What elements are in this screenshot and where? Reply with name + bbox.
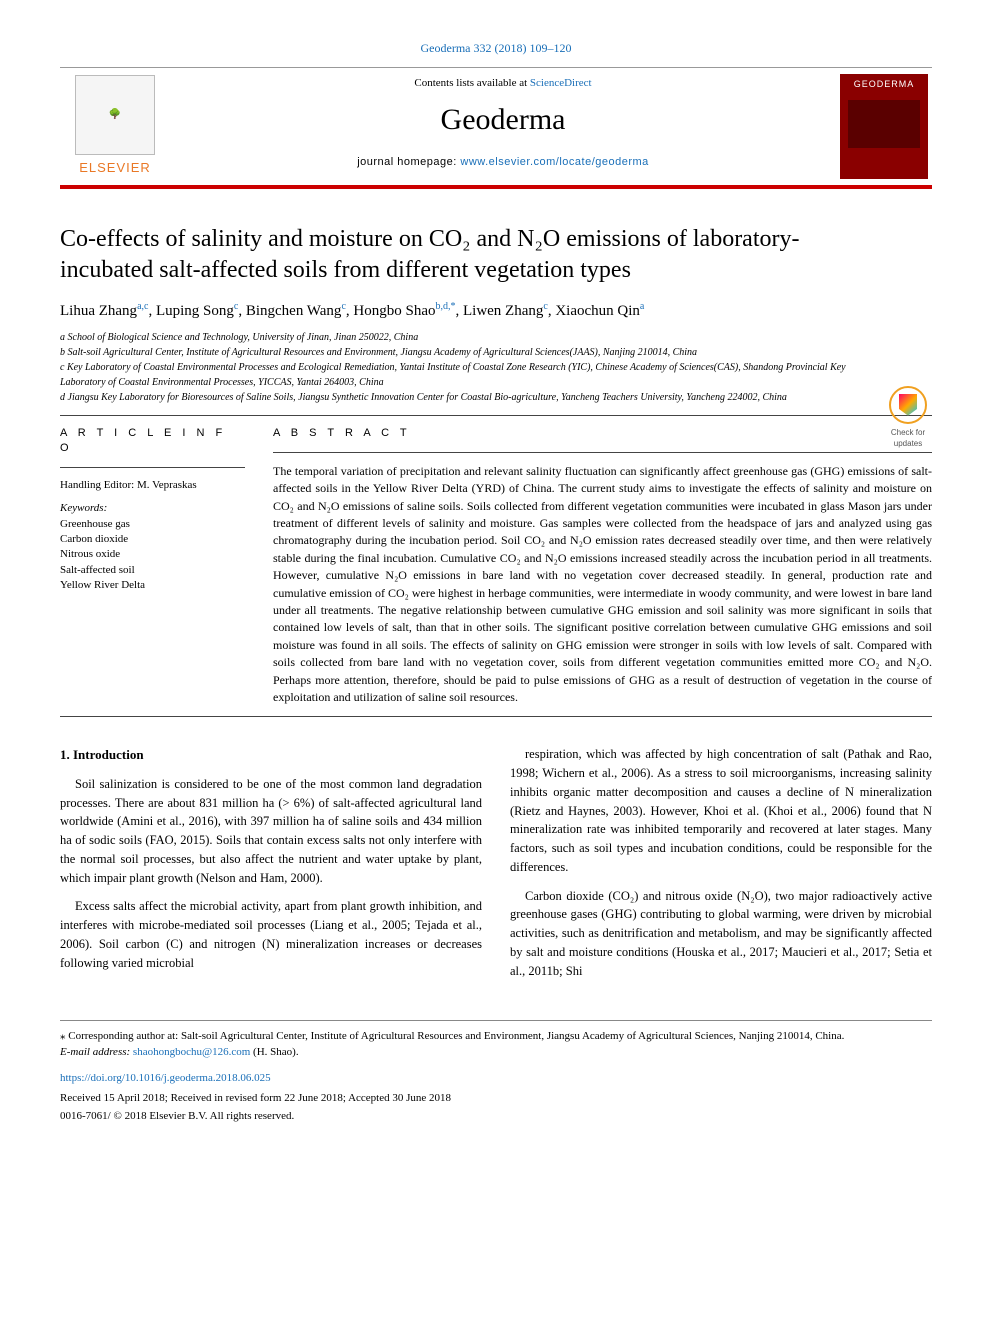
contents-line: Contents lists available at ScienceDirec… [170,76,836,91]
publisher-logo-block: 🌳 ELSEVIER [60,68,170,185]
journal-ref-link[interactable]: Geoderma 332 (2018) 109–120 [421,41,572,55]
journal-header: 🌳 ELSEVIER Contents lists available at S… [60,67,932,189]
section-heading: 1. Introduction [60,745,482,765]
body-paragraph: Soil salinization is considered to be on… [60,775,482,888]
body-paragraph: Carbon dioxide (CO₂) and nitrous oxide (… [510,887,932,981]
email-link[interactable]: shaohongbochu@126.com [133,1046,250,1058]
cover-title: GEODERMA [854,78,915,91]
section-title: Introduction [73,747,144,762]
abstract-column: A B S T R A C T The temporal variation o… [273,426,932,706]
info-abstract-row: A R T I C L E I N F O Handling Editor: M… [60,426,932,706]
copyright-line: 0016-7061/ © 2018 Elsevier B.V. All righ… [60,1109,932,1125]
abstract-text: The temporal variation of precipitation … [273,463,932,706]
divider [60,716,932,717]
abstract-label: A B S T R A C T [273,426,932,442]
cover-image-icon [848,100,920,148]
handling-editor: Handling Editor: M. Vepraskas [60,478,245,493]
email-suffix: (H. Shao). [250,1046,298,1058]
body-two-column: 1. Introduction Soil salinization is con… [60,745,932,986]
email-label: E-mail address: [60,1046,133,1058]
journal-title: Geoderma [170,99,836,141]
authors-line: Lihua Zhanga,c, Luping Songc, Bingchen W… [60,300,872,322]
keyword: Greenhouse gas [60,517,245,532]
article-info-label: A R T I C L E I N F O [60,426,245,457]
article-title: Co-effects of salinity and moisture on C… [60,224,872,286]
divider [273,452,932,453]
divider [60,415,932,416]
check-updates-badge[interactable]: Check for updates [880,386,936,449]
article-info-column: A R T I C L E I N F O Handling Editor: M… [60,426,245,706]
updates-line1: Check for [880,427,936,438]
affiliation-line: d Jiangsu Key Laboratory for Bioresource… [60,390,872,405]
affiliations: a School of Biological Science and Techn… [60,330,872,405]
keyword: Salt-affected soil [60,563,245,578]
journal-reference: Geoderma 332 (2018) 109–120 [60,40,932,57]
journal-cover-thumb: GEODERMA [840,74,928,179]
divider [60,467,245,468]
sciencedirect-link[interactable]: ScienceDirect [530,77,592,89]
keywords-label: Keywords: [60,501,245,516]
corresponding-author: ⁎ Corresponding author at: Salt-soil Agr… [60,1029,932,1045]
received-dates: Received 15 April 2018; Received in revi… [60,1091,932,1107]
body-paragraph: Excess salts affect the microbial activi… [60,897,482,972]
homepage-prefix: journal homepage: [357,156,460,168]
keyword: Nitrous oxide [60,547,245,562]
keyword: Yellow River Delta [60,578,245,593]
section-number: 1. [60,747,70,762]
email-line: E-mail address: shaohongbochu@126.com (H… [60,1045,932,1061]
doi-link[interactable]: https://doi.org/10.1016/j.geoderma.2018.… [60,1071,932,1087]
article-header: Check for updates Co-effects of salinity… [60,224,932,405]
affiliation-line: b Salt-soil Agricultural Center, Institu… [60,345,872,360]
updates-line2: updates [880,438,936,449]
affiliation-line: a School of Biological Science and Techn… [60,330,872,345]
updates-badge-icon [889,386,927,424]
header-center: Contents lists available at ScienceDirec… [170,68,836,185]
keywords-list: Greenhouse gasCarbon dioxideNitrous oxid… [60,517,245,594]
homepage-link[interactable]: www.elsevier.com/locate/geoderma [460,156,648,168]
affiliation-line: c Key Laboratory of Coastal Environmenta… [60,360,872,390]
publisher-name: ELSEVIER [79,159,151,177]
contents-prefix: Contents lists available at [414,77,529,89]
keyword: Carbon dioxide [60,532,245,547]
footnotes: ⁎ Corresponding author at: Salt-soil Agr… [60,1020,932,1125]
body-paragraph: respiration, which was affected by high … [510,745,932,876]
elsevier-tree-icon: 🌳 [75,75,155,155]
homepage-line: journal homepage: www.elsevier.com/locat… [170,155,836,170]
